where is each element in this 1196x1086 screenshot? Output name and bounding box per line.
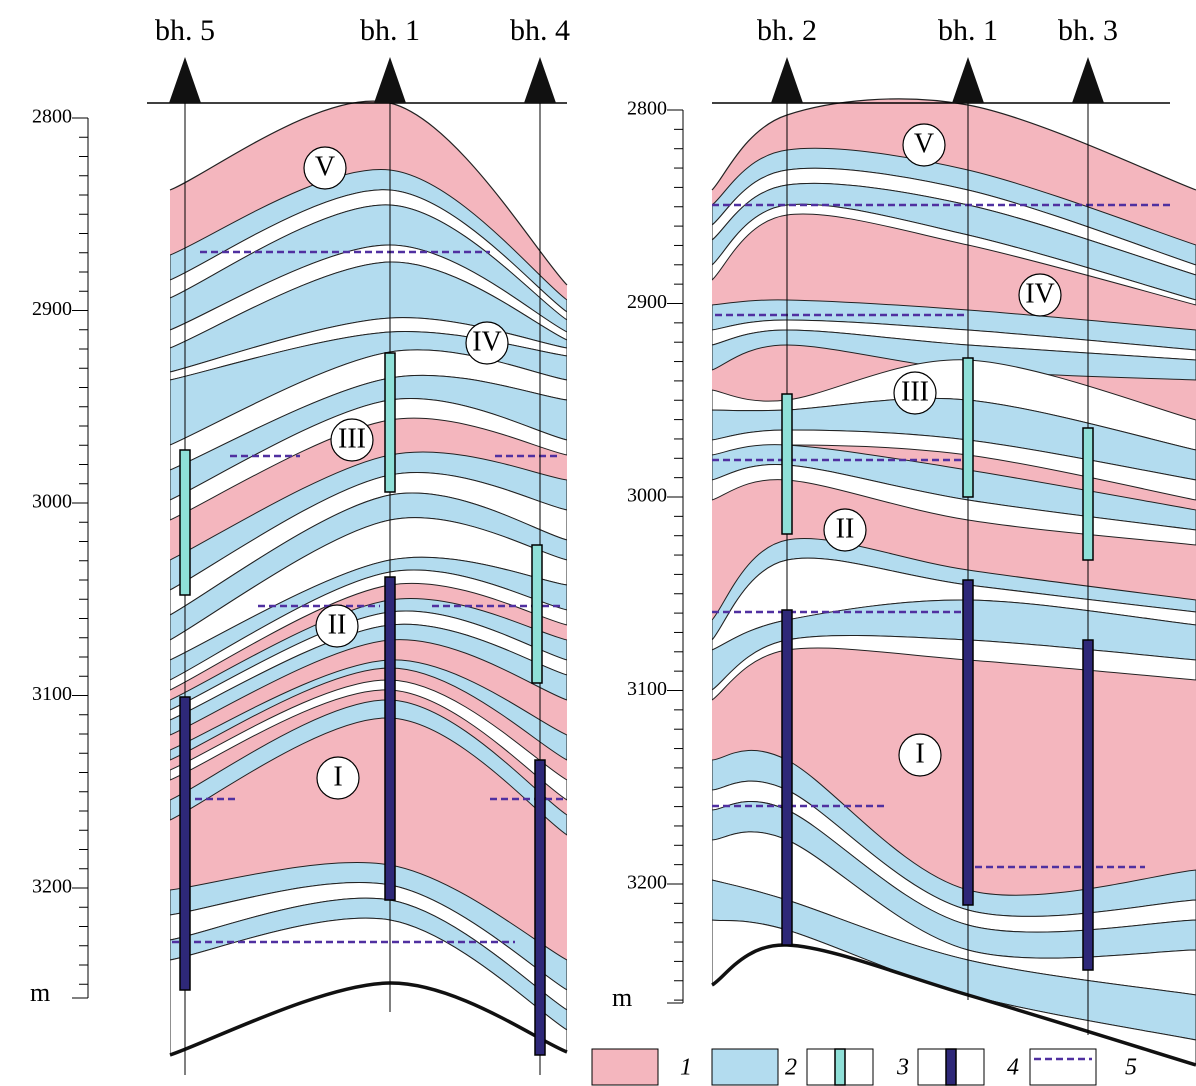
unit-label: I xyxy=(333,761,342,792)
borehole-label: bh. 4 xyxy=(510,14,570,47)
unit-label: I xyxy=(915,738,924,769)
borehole-label: bh. 5 xyxy=(155,14,215,47)
white-layer xyxy=(170,569,567,691)
depth-label: 2900 xyxy=(32,298,72,320)
unit-circle xyxy=(898,733,942,777)
unit-label: II xyxy=(328,609,347,640)
depth-unit: m xyxy=(612,983,632,1012)
borehole-triangle xyxy=(524,57,556,103)
borehole-triangle xyxy=(1072,57,1104,103)
depth-label: 3100 xyxy=(32,683,72,705)
unit-label: III xyxy=(901,376,929,407)
unit-circle xyxy=(465,321,509,365)
blue-layer xyxy=(170,699,567,836)
unit-label: II xyxy=(836,513,855,544)
depth-label: 3100 xyxy=(627,678,667,700)
borehole-label: bh. 1 xyxy=(938,14,998,47)
basement xyxy=(711,943,1196,1067)
blue-layer xyxy=(170,659,567,761)
test-interval xyxy=(962,357,974,498)
legend-label: 1 xyxy=(680,1055,692,1081)
unit-label: V xyxy=(315,151,335,182)
section-right_section xyxy=(712,98,1196,1065)
unit-label: V xyxy=(914,128,934,159)
legend-box xyxy=(591,1048,659,1086)
test-interval xyxy=(1082,427,1094,561)
blue-layer xyxy=(170,623,567,736)
legend-label: 3 xyxy=(896,1055,909,1081)
production-interval xyxy=(384,576,396,901)
borehole-triangle xyxy=(952,57,984,103)
unit-label: III xyxy=(338,423,366,454)
unit-circle xyxy=(893,371,937,415)
white-layer xyxy=(712,429,1196,501)
section-left_section xyxy=(170,101,567,1056)
depth-label: 3000 xyxy=(627,485,667,507)
depth-label: 3200 xyxy=(627,872,667,894)
borehole-triangle xyxy=(169,57,201,103)
test-interval xyxy=(179,449,191,596)
production-interval xyxy=(962,579,974,906)
production-interval xyxy=(781,609,793,946)
legend-bar xyxy=(945,1048,957,1086)
unit-circle xyxy=(902,123,946,167)
depth-label: 2900 xyxy=(627,291,667,313)
unit-circle xyxy=(315,604,359,648)
test-interval xyxy=(781,393,793,535)
legend-label: 5 xyxy=(1125,1055,1137,1081)
test-interval xyxy=(384,352,396,493)
test-interval xyxy=(531,544,543,684)
production-interval xyxy=(534,759,546,1056)
production-interval xyxy=(1082,639,1094,971)
depth-unit: m xyxy=(30,978,50,1007)
unit-circle xyxy=(330,418,374,462)
legend-box xyxy=(711,1048,779,1086)
legend-label: 4 xyxy=(1007,1055,1019,1081)
unit-circle xyxy=(316,756,360,800)
unit-circle xyxy=(1018,273,1062,317)
white-layer xyxy=(170,679,567,801)
borehole-triangle xyxy=(374,57,406,103)
depth-label: 2800 xyxy=(32,106,72,128)
legend-box xyxy=(1029,1048,1097,1086)
production-interval xyxy=(179,696,191,991)
section-top xyxy=(711,98,1196,191)
borehole-label: bh. 3 xyxy=(1058,14,1118,47)
depth-label: 3000 xyxy=(32,491,72,513)
unit-label: IV xyxy=(1025,278,1055,309)
borehole-label: bh. 2 xyxy=(757,14,817,47)
unit-circle xyxy=(303,146,347,190)
unit-label: IV xyxy=(472,326,502,357)
white-layer xyxy=(170,398,567,521)
legend-label: 2 xyxy=(785,1055,797,1081)
white-layer xyxy=(712,634,1196,701)
borehole-label: bh. 1 xyxy=(360,14,420,47)
unit-circle xyxy=(823,508,867,552)
depth-label: 3200 xyxy=(32,876,72,898)
borehole-triangle xyxy=(771,57,803,103)
legend-bar xyxy=(834,1048,846,1086)
depth-label: 2800 xyxy=(627,98,667,120)
